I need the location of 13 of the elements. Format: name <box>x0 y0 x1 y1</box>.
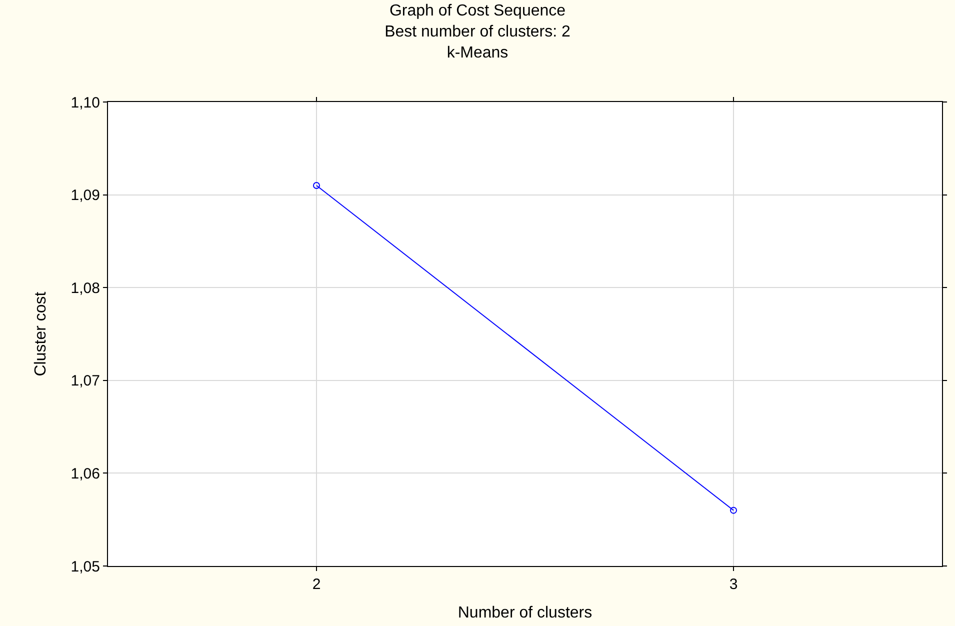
y-axis-title: Cluster cost <box>32 291 50 376</box>
x-axis-title: Number of clusters <box>458 604 592 622</box>
y-tick-label: 1,07 <box>70 372 100 390</box>
y-tick-label: 1,05 <box>70 558 100 576</box>
x-tick-label: 2 <box>312 576 321 593</box>
y-tick-label: 1,09 <box>70 187 100 204</box>
y-tick-label: 1,06 <box>70 465 100 482</box>
chart-title: Graph of Cost Sequence <box>389 2 566 20</box>
chart-subtitle: Best number of clusters: 2 <box>384 23 571 40</box>
text: k-Means <box>446 44 508 62</box>
y-tick-label: 1,08 <box>70 280 100 297</box>
y-tick-label: 1,10 <box>70 94 100 112</box>
x-tick-label: 3 <box>729 576 738 593</box>
